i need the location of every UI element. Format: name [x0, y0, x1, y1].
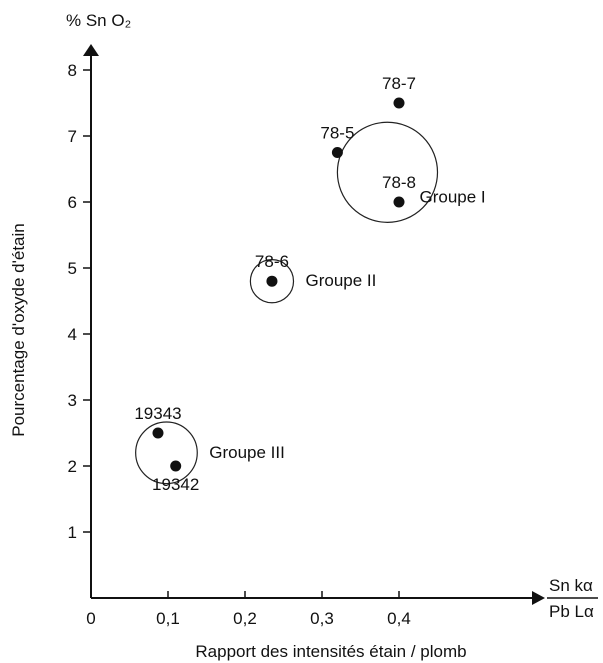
y-axis-arrow-icon — [83, 44, 99, 56]
data-point — [393, 97, 405, 109]
point-label: 78-5 — [320, 124, 354, 143]
data-point — [393, 196, 405, 208]
y-axis-title: Pourcentage d'oxyde d'étain — [9, 223, 28, 436]
y-ticks: 1 2 3 4 5 6 7 8 — [68, 61, 91, 542]
x-unit-label: Sn kα Pb Lα — [547, 576, 598, 621]
y-tick-label: 1 — [68, 523, 77, 542]
y-unit-label: % Sn O₂ — [66, 11, 131, 30]
x-axis-title: Rapport des intensités étain / plomb — [195, 642, 466, 661]
group-circle — [135, 421, 198, 485]
group-circle — [249, 259, 295, 304]
x-tick-label: 0,3 — [310, 609, 334, 628]
group-label: Groupe II — [306, 271, 377, 290]
data-point — [266, 275, 278, 287]
x-tick-label: 0,1 — [156, 609, 180, 628]
group-label: Groupe I — [420, 187, 486, 206]
y-tick-label: 6 — [68, 193, 77, 212]
x-ticks: 0 0,1 0,2 0,3 0,4 — [86, 591, 411, 628]
y-tick-label: 4 — [68, 325, 77, 344]
y-tick-label: 7 — [68, 127, 77, 146]
y-tick-label: 2 — [68, 457, 77, 476]
x-unit-numerator: Sn kα — [549, 576, 593, 595]
point-label: 19342 — [152, 475, 199, 494]
group-label: Groupe III — [209, 443, 285, 462]
point-label: 19343 — [134, 404, 181, 423]
y-axis — [83, 44, 99, 598]
data-points: 78-7 78-5 78-8 78-6 19343 19342 — [134, 74, 416, 494]
x-unit-denominator: Pb Lα — [549, 602, 594, 621]
data-point — [152, 427, 164, 439]
point-label: 78-7 — [382, 74, 416, 93]
x-axis — [91, 591, 545, 605]
y-tick-label: 8 — [68, 61, 77, 80]
point-label: 78-8 — [382, 173, 416, 192]
y-tick-label: 3 — [68, 391, 77, 410]
x-tick-label: 0 — [86, 609, 95, 628]
group-circles: Groupe I Groupe II Groupe III — [135, 121, 486, 485]
x-axis-arrow-icon — [532, 591, 545, 605]
x-tick-label: 0,4 — [387, 609, 411, 628]
data-point — [170, 460, 182, 472]
y-tick-label: 5 — [68, 259, 77, 278]
group-circle — [336, 121, 439, 223]
data-point — [331, 147, 343, 158]
x-tick-label: 0,2 — [233, 609, 257, 628]
point-label: 78-6 — [255, 252, 289, 271]
